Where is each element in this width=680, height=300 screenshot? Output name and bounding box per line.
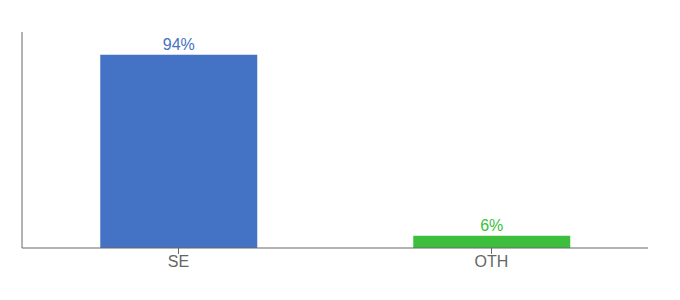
svg-text:OTH: OTH: [475, 253, 509, 270]
svg-text:6%: 6%: [480, 217, 503, 234]
svg-text:94%: 94%: [163, 36, 195, 53]
svg-text:SE: SE: [168, 253, 189, 270]
